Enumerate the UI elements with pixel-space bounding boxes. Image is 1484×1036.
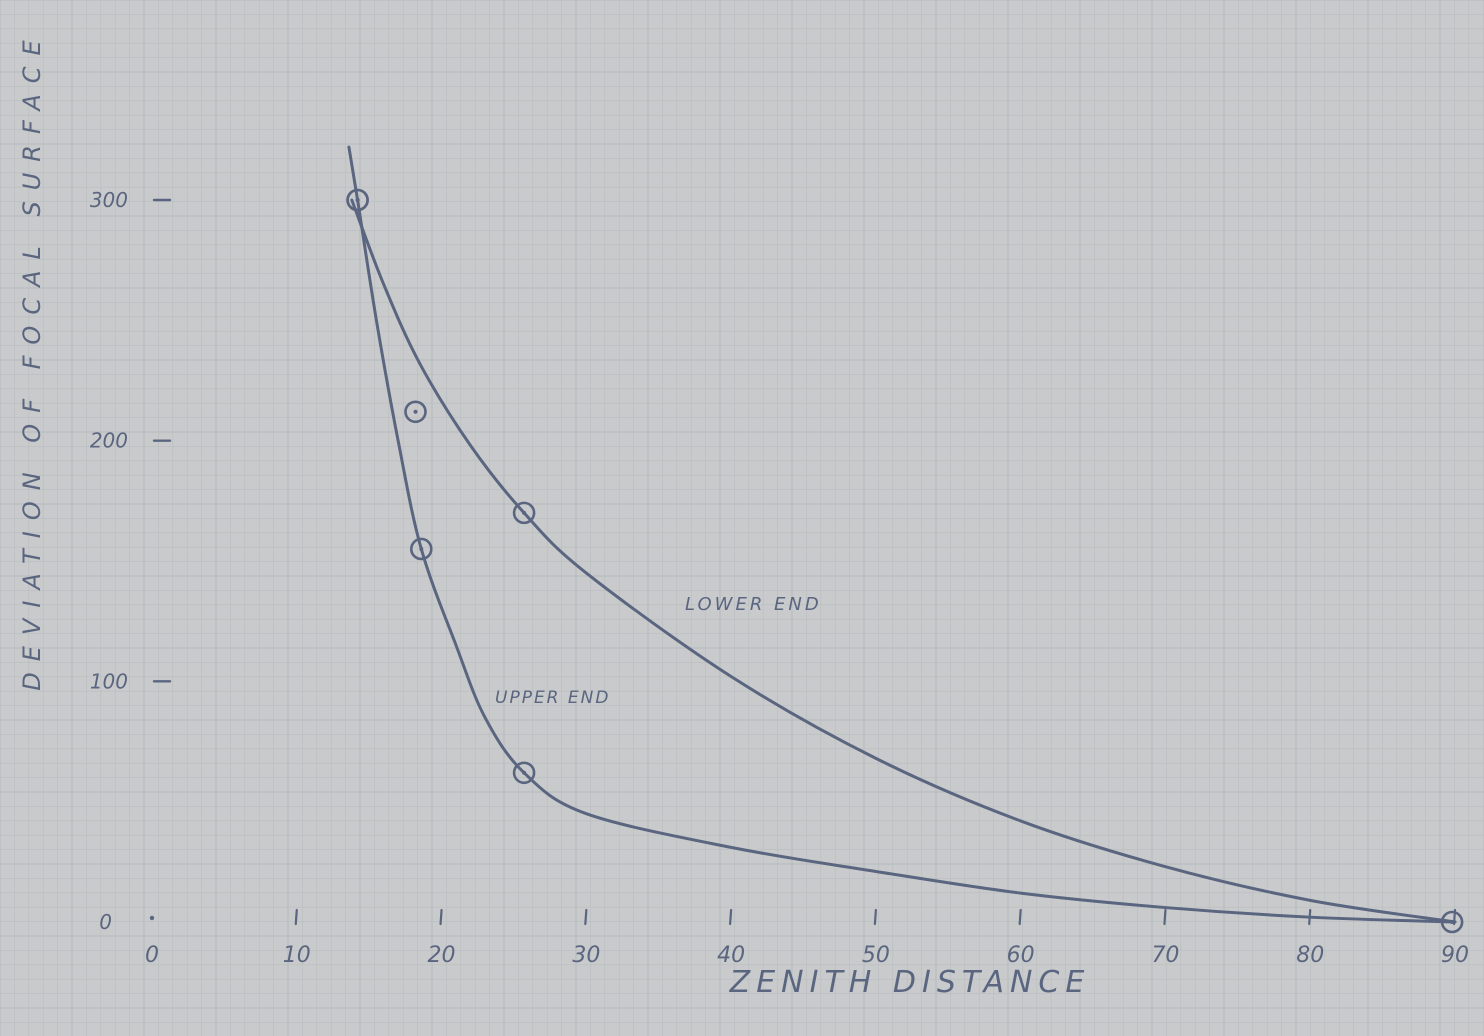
- x-tick-label: 0: [145, 943, 159, 968]
- point-dot: [522, 510, 527, 515]
- x-tick-label: 30: [572, 943, 600, 968]
- upper-end-point: [346, 188, 369, 212]
- y-tick-label: 300: [90, 188, 128, 212]
- x-tick-mark: [729, 908, 733, 926]
- x-tick-label: 90: [1441, 943, 1469, 968]
- x-tick-mark: [1018, 908, 1022, 926]
- x-tick-mark: [439, 908, 443, 926]
- annotation-lower-end: LOWER END: [685, 594, 822, 615]
- x-tick-mark: [584, 908, 588, 926]
- x-tick-label: 70: [1151, 943, 1179, 968]
- x-tick-mark: [149, 915, 155, 921]
- x-axis-label: ZENITH DISTANCE: [729, 965, 1091, 1000]
- x-tick-mark: [294, 908, 298, 926]
- point-dot: [522, 770, 527, 775]
- x-tick-mark: [1163, 908, 1167, 926]
- y-axis-label: DEVIATION OF FOCAL SURFACE: [18, 29, 46, 690]
- upper-end-point: [409, 537, 433, 561]
- curves: [347, 145, 1457, 924]
- lower-end-point: [404, 400, 427, 424]
- point-dot: [419, 546, 424, 551]
- upper-end-point: [1440, 910, 1464, 934]
- y-tick-label: 200: [90, 429, 128, 453]
- lower-end-point: [512, 501, 536, 525]
- axis: 0 10 20 30 40 50 60 70 80 90 0 100 200 300: [90, 188, 1469, 968]
- point-dot: [413, 409, 418, 414]
- x-tick-label: 40: [717, 943, 745, 968]
- x-tick-label: 50: [862, 943, 890, 968]
- x-tick-label: 10: [283, 943, 311, 968]
- y-tick-label: 100: [90, 669, 128, 693]
- lower-end-curve: [350, 198, 1457, 924]
- point-dot: [1450, 920, 1455, 924]
- x-tick-label: 80: [1296, 943, 1324, 968]
- upper-end-curve: [347, 145, 1457, 924]
- annotation-upper-end: UPPER END: [495, 688, 610, 708]
- x-tick-label: 60: [1007, 943, 1035, 968]
- x-tick-mark: [873, 908, 877, 926]
- x-tick-label: 20: [428, 943, 456, 968]
- point-dot: [355, 198, 360, 202]
- y-tick-label: 0: [99, 910, 112, 934]
- upper-end-point: [512, 761, 536, 785]
- data-points: [346, 188, 1464, 934]
